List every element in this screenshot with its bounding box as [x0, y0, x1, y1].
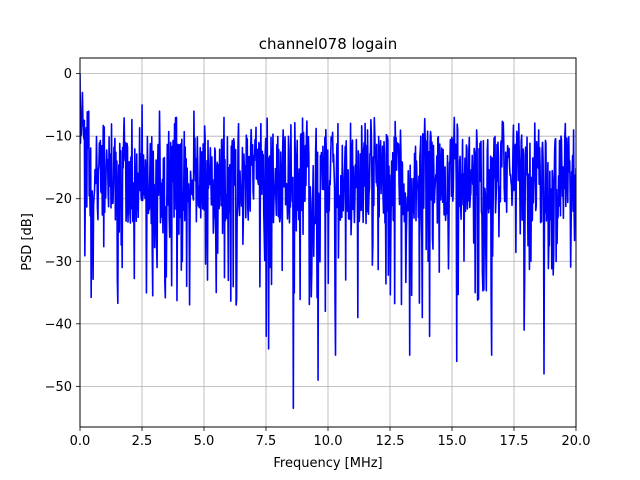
x-tick-label: 2.5	[132, 434, 153, 449]
chart-title: channel078 logain	[259, 35, 398, 53]
x-tick-label: 5.0	[194, 434, 215, 449]
y-axis-label: PSD [dB]	[20, 213, 35, 271]
x-tick-label: 17.5	[500, 434, 529, 449]
y-tick-label: −10	[45, 130, 72, 145]
y-tick-label: −50	[45, 380, 72, 395]
y-axis-ticks: 0 −10 −20 −30 −40 −50	[45, 67, 80, 395]
x-axis-ticks: 0.0 2.5 5.0 7.5 10.0 12.5 15.0 17.5 20.0	[70, 427, 591, 449]
x-tick-label: 12.5	[376, 434, 405, 449]
y-tick-label: −30	[45, 255, 72, 270]
x-axis-label: Frequency [MHz]	[273, 456, 382, 471]
x-tick-label: 10.0	[314, 434, 343, 449]
y-tick-label: −20	[45, 192, 72, 207]
psd-series-line	[80, 73, 576, 410]
x-tick-label: 15.0	[438, 434, 467, 449]
y-tick-label: 0	[64, 67, 72, 82]
x-tick-label: 7.5	[256, 434, 277, 449]
plot-area	[80, 73, 576, 410]
x-tick-label: 0.0	[70, 434, 91, 449]
x-tick-label: 20.0	[562, 434, 591, 449]
y-tick-label: −40	[45, 317, 72, 332]
